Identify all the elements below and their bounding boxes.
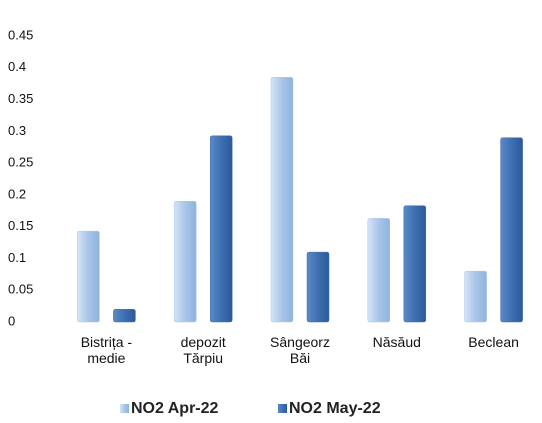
bar [500,137,523,323]
y-tick-label: 0 [8,313,15,328]
x-tick-label: Bistrița - medie [80,334,133,366]
y-tick-label: 0.2 [8,186,26,201]
y-tick-label: 0.1 [8,250,26,265]
x-tick-label: depozit Tărpiu [180,334,226,366]
bar [113,309,136,323]
x-tick-label: Sângeorz Băi [270,334,330,366]
bar [367,218,391,323]
y-tick-label: 0.45 [8,27,33,42]
y-tick-label: 0.3 [8,123,26,138]
y-tick-label: 0.25 [8,155,33,170]
bar [209,135,233,323]
legend-label: NO2 May-22 [289,400,381,417]
bar [173,200,197,323]
bar [270,77,294,323]
y-tick-label: 0.15 [8,218,33,233]
y-tick-label: 0.05 [8,282,33,297]
bar [464,270,487,323]
x-tick-label: Năsăud [372,334,421,350]
x-tick-label: Beclean [468,334,519,350]
y-tick-label: 0.4 [8,59,26,74]
bar [403,205,427,323]
legend-label: NO2 Apr-22 [131,400,219,417]
bar [306,251,330,323]
legend-swatch [120,404,129,413]
y-tick-label: 0.35 [8,91,33,106]
bar [77,230,100,323]
legend-swatch [278,404,287,413]
